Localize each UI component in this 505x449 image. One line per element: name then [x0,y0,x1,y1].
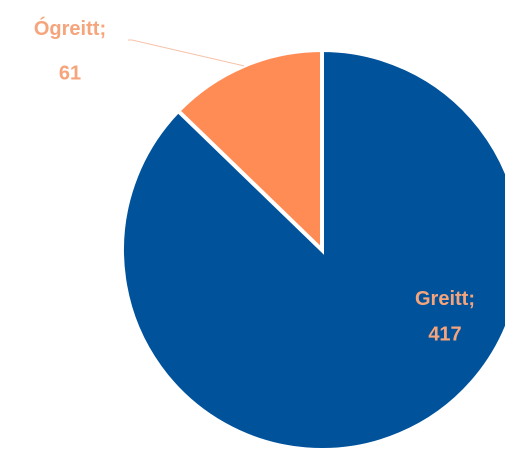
data-label: Ógreitt; [34,16,106,40]
label-separator: ; [99,18,106,40]
data-label: Greitt; [415,288,475,310]
leader-line [128,39,245,67]
label-separator: ; [468,288,475,310]
label-name: Ógreitt [34,16,100,40]
data-label-value: 417 [428,323,461,345]
label-name: Greitt [415,288,469,310]
data-label-value: 61 [59,62,81,84]
